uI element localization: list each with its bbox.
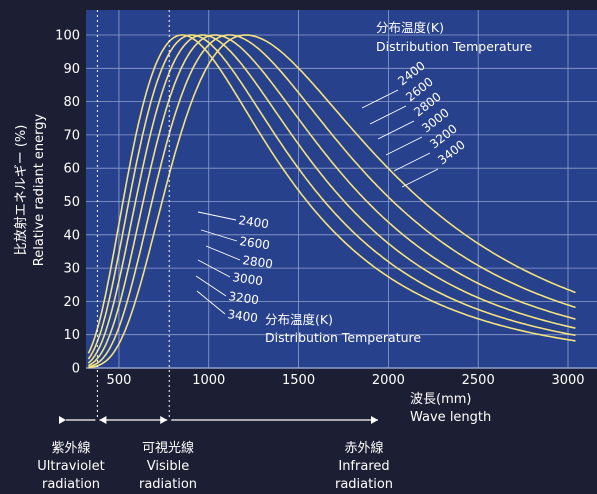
region-arrow-head bbox=[371, 416, 378, 424]
region-boundaries bbox=[96, 10, 170, 418]
bottom-legend-label-2400: 2400 bbox=[238, 213, 270, 231]
y-tick-label: 60 bbox=[63, 162, 80, 177]
region-arrow-head bbox=[99, 416, 107, 424]
top-legend-leader bbox=[393, 152, 431, 172]
legend-title-jp-top: 分布温度(K) bbox=[376, 20, 444, 35]
legend-title-en-bottom: Distribution Temperature bbox=[265, 330, 421, 345]
top-legend-leader bbox=[369, 105, 407, 125]
y-tick-labels: 0 10 20 30 40 50 60 70 80 90 100 bbox=[55, 29, 80, 377]
y-tick-label: 50 bbox=[63, 195, 80, 210]
visible-label-en2: radiation bbox=[139, 477, 197, 492]
region-arrow-head bbox=[160, 416, 168, 424]
top-legend-leader bbox=[385, 136, 423, 156]
y-tick-label: 70 bbox=[63, 128, 80, 143]
y-tick-label: 100 bbox=[55, 29, 80, 44]
bottom-legend-leader bbox=[200, 229, 238, 242]
top-legend-leader bbox=[377, 120, 415, 140]
visible-label-en: Visible bbox=[147, 459, 189, 474]
series-line-2800 bbox=[88, 34, 576, 367]
series-line-2400 bbox=[88, 34, 576, 369]
x-tick-label: 500 bbox=[107, 373, 132, 388]
x-axis-title: Wave length bbox=[410, 410, 491, 425]
bottom-legend-label-2600: 2600 bbox=[239, 234, 271, 252]
series-line-3200 bbox=[87, 34, 576, 360]
y-tick-label: 30 bbox=[63, 262, 80, 277]
x-tick-label: 1500 bbox=[282, 373, 315, 388]
infrared-label-jp: 赤外線 bbox=[344, 440, 383, 456]
bottom-legend-leader bbox=[196, 290, 226, 315]
x-axis-title-jp: 波長(mm) bbox=[410, 392, 471, 407]
bottom-legend-label-2800: 2800 bbox=[242, 253, 274, 271]
grid bbox=[86, 10, 597, 369]
infrared-label-en2: radiation bbox=[335, 477, 393, 492]
y-tick-label: 80 bbox=[63, 95, 80, 110]
bottom-legend-leader bbox=[205, 245, 241, 261]
top-legend-leader bbox=[361, 89, 399, 109]
x-tick-labels: 500 1000 1500 2000 2500 3000 bbox=[107, 373, 585, 388]
bottom-legend-label-3400: 3400 bbox=[227, 307, 259, 325]
bottom-legend-leader bbox=[197, 211, 237, 221]
y-axis-title-jp: 比放射エネルギー (%) bbox=[13, 125, 29, 256]
x-tick-label: 1000 bbox=[192, 373, 225, 388]
bottom-legend-leader bbox=[195, 275, 227, 297]
bottom-legend-label-3200: 3200 bbox=[228, 289, 260, 307]
infrared-label-en: Infrared bbox=[338, 459, 389, 474]
x-tick-label: 3000 bbox=[551, 373, 584, 388]
legend-title-en-top: Distribution Temperature bbox=[376, 39, 532, 54]
x-tick-label: 2000 bbox=[372, 373, 405, 388]
y-axis-title: Relative radiant energy bbox=[32, 113, 47, 266]
x-tick-label: 2500 bbox=[462, 373, 495, 388]
y-tick-label: 10 bbox=[63, 328, 80, 343]
ultraviolet-label-en: Ultraviolet bbox=[37, 459, 105, 474]
y-tick-label: 90 bbox=[63, 62, 80, 77]
y-tick-label: 40 bbox=[63, 228, 80, 243]
region-arrow-head bbox=[59, 416, 66, 424]
region-arrows bbox=[59, 416, 378, 424]
y-tick-label: 0 bbox=[72, 362, 80, 377]
top-legend-leader bbox=[401, 168, 439, 188]
visible-label-jp: 可視光線 bbox=[142, 440, 194, 456]
ultraviolet-label-jp: 紫外線 bbox=[51, 440, 90, 456]
legend-title-jp-bottom: 分布温度(K) bbox=[265, 312, 333, 327]
bottom-legend-label-3000: 3000 bbox=[232, 270, 264, 288]
y-tick-label: 20 bbox=[63, 295, 80, 310]
series-line-2600 bbox=[88, 34, 576, 368]
bottom-legend-leader bbox=[197, 259, 231, 278]
ultraviolet-label-en2: radiation bbox=[42, 477, 100, 492]
